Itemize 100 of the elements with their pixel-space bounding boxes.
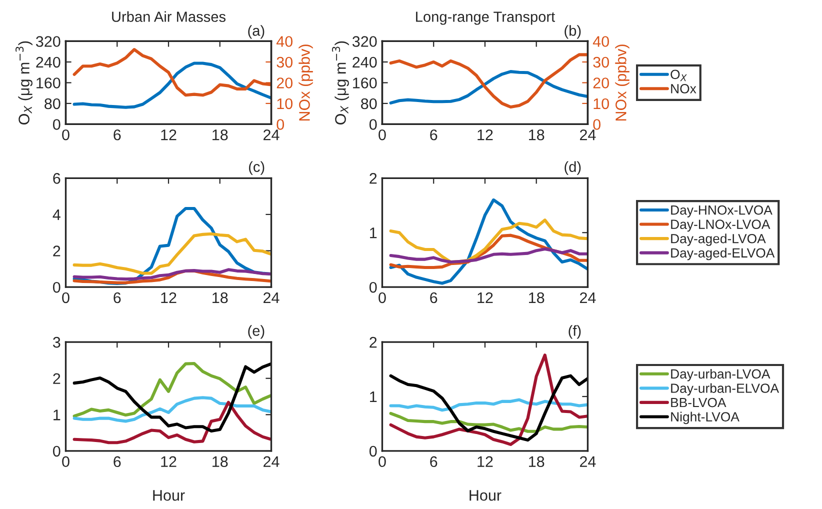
x-tick-label: 0 <box>62 292 70 304</box>
y2-tick-label: 20 <box>593 78 609 88</box>
y2-axis-title: NOx (ppbv) <box>615 44 630 121</box>
x-tick-label: 6 <box>430 456 438 468</box>
line-series <box>72 400 272 444</box>
y-tick-label: 0 <box>53 446 60 457</box>
y-tick-label: 160 <box>353 78 377 88</box>
y-tick-label: 240 <box>352 56 377 68</box>
line-series <box>72 362 272 433</box>
x-tick-label: 6 <box>114 292 121 304</box>
y-tick-label: 320 <box>36 36 60 47</box>
y-tick-label: 0 <box>369 446 377 457</box>
y-tick-label: 3 <box>52 336 60 348</box>
y-tick-label: 80 <box>44 98 60 110</box>
line-series <box>72 62 272 109</box>
legend-label: BB-LVOA <box>671 398 726 408</box>
x-tick-label: 12 <box>161 129 176 140</box>
x-tick-label: 6 <box>430 129 438 140</box>
x-tick-label: 18 <box>212 456 228 468</box>
y2-tick-label: 40 <box>276 36 293 47</box>
line-series <box>389 70 588 104</box>
x-tick-label: 6 <box>114 456 121 468</box>
legend-label: Day-LNOx-LVOA <box>671 220 770 232</box>
chart-title: Urban Air Masses <box>112 11 226 22</box>
x-tick-label: 0 <box>378 292 386 304</box>
x-axis-title: Hour <box>153 490 185 501</box>
text: (f) <box>568 325 581 339</box>
legend-label: Day-urban-ELVOA <box>671 383 780 396</box>
x-tick-label: 24 <box>264 292 280 304</box>
x-tick-label: 0 <box>378 129 386 140</box>
y-tick-label: 2 <box>370 336 377 348</box>
y-tick-label: 1 <box>370 392 377 402</box>
y-tick-label: 0 <box>369 282 377 293</box>
legend-label: Day-HNOx-LVOA <box>671 205 772 218</box>
y-tick-label: 2 <box>53 246 60 256</box>
x-tick-label: 18 <box>212 292 228 304</box>
y2-tick-label: 10 <box>594 98 609 110</box>
text: (b) <box>564 25 581 39</box>
line-series <box>72 362 272 418</box>
y2-tick-label: 0 <box>593 119 600 130</box>
x-tick-label: 24 <box>264 456 280 467</box>
x-tick-label: 24 <box>580 292 596 304</box>
y-tick-label: 6 <box>53 173 60 184</box>
line-series <box>72 396 272 423</box>
text: (a) <box>248 25 264 39</box>
y-tick-label: 0 <box>369 119 377 130</box>
x-tick-label: 0 <box>62 129 70 140</box>
legend-label: O$_{X}$ <box>670 70 687 82</box>
y2-tick-label: 30 <box>276 56 293 68</box>
text: (d) <box>564 161 581 175</box>
y-tick-label: 160 <box>36 78 60 88</box>
y2-tick-label: 40 <box>592 36 609 47</box>
y-tick-label: 0 <box>53 282 60 293</box>
y2-tick-label: 20 <box>276 78 293 88</box>
y2-tick-label: 10 <box>277 98 293 110</box>
x-tick-label: 12 <box>478 456 493 467</box>
y-axis-title: O$_{X}$ (μg m$^{−3}$) <box>16 41 32 124</box>
line-series <box>389 247 588 264</box>
x-tick-label: 6 <box>430 292 438 304</box>
x-tick-label: 12 <box>478 292 493 304</box>
text: (c) <box>248 161 264 175</box>
x-tick-label: 12 <box>161 456 176 467</box>
y2-axis-title: NOx (ppbv) <box>298 44 313 121</box>
line-series <box>389 412 588 433</box>
x-axis-title: Hour <box>470 490 502 501</box>
y-tick-label: 4 <box>52 209 60 220</box>
legend-label: Day-urban-LVOA <box>671 368 770 382</box>
y-axis-title: O$_{X}$ (μg m$^{−3}$) <box>332 41 349 124</box>
line-series <box>389 398 588 412</box>
line-series <box>389 354 588 446</box>
y-tick-label: 2 <box>370 173 377 184</box>
x-tick-label: 6 <box>114 129 121 140</box>
y-tick-label: 80 <box>361 98 377 110</box>
y2-tick-label: 0 <box>276 119 284 130</box>
legend-label: NOx <box>671 84 696 94</box>
legend-label: Day-aged-ELVOA <box>671 248 775 260</box>
line-series <box>72 232 272 275</box>
x-tick-label: 18 <box>529 456 544 468</box>
y-tick-label: 1 <box>370 228 377 238</box>
x-tick-label: 24 <box>264 129 280 140</box>
y-tick-label: 320 <box>352 36 377 47</box>
line-series <box>389 53 588 109</box>
y-tick-label: 2 <box>53 373 60 384</box>
x-tick-label: 0 <box>62 456 70 468</box>
x-tick-label: 24 <box>580 456 596 467</box>
legend-label: Night-LVOA <box>671 412 740 424</box>
chart-title: Long-range Transport <box>416 12 556 25</box>
text: (e) <box>248 325 264 339</box>
x-tick-label: 12 <box>161 292 176 304</box>
line-series <box>72 268 272 281</box>
y2-tick-label: 30 <box>593 56 609 68</box>
x-tick-label: 18 <box>212 129 228 140</box>
x-tick-label: 18 <box>529 129 544 140</box>
x-tick-label: 0 <box>378 456 386 468</box>
x-tick-label: 12 <box>478 129 493 140</box>
line-series <box>389 374 588 442</box>
y-tick-label: 1 <box>54 410 60 420</box>
line-series <box>389 198 588 285</box>
y-tick-label: 0 <box>53 119 60 130</box>
x-tick-label: 18 <box>529 292 544 304</box>
